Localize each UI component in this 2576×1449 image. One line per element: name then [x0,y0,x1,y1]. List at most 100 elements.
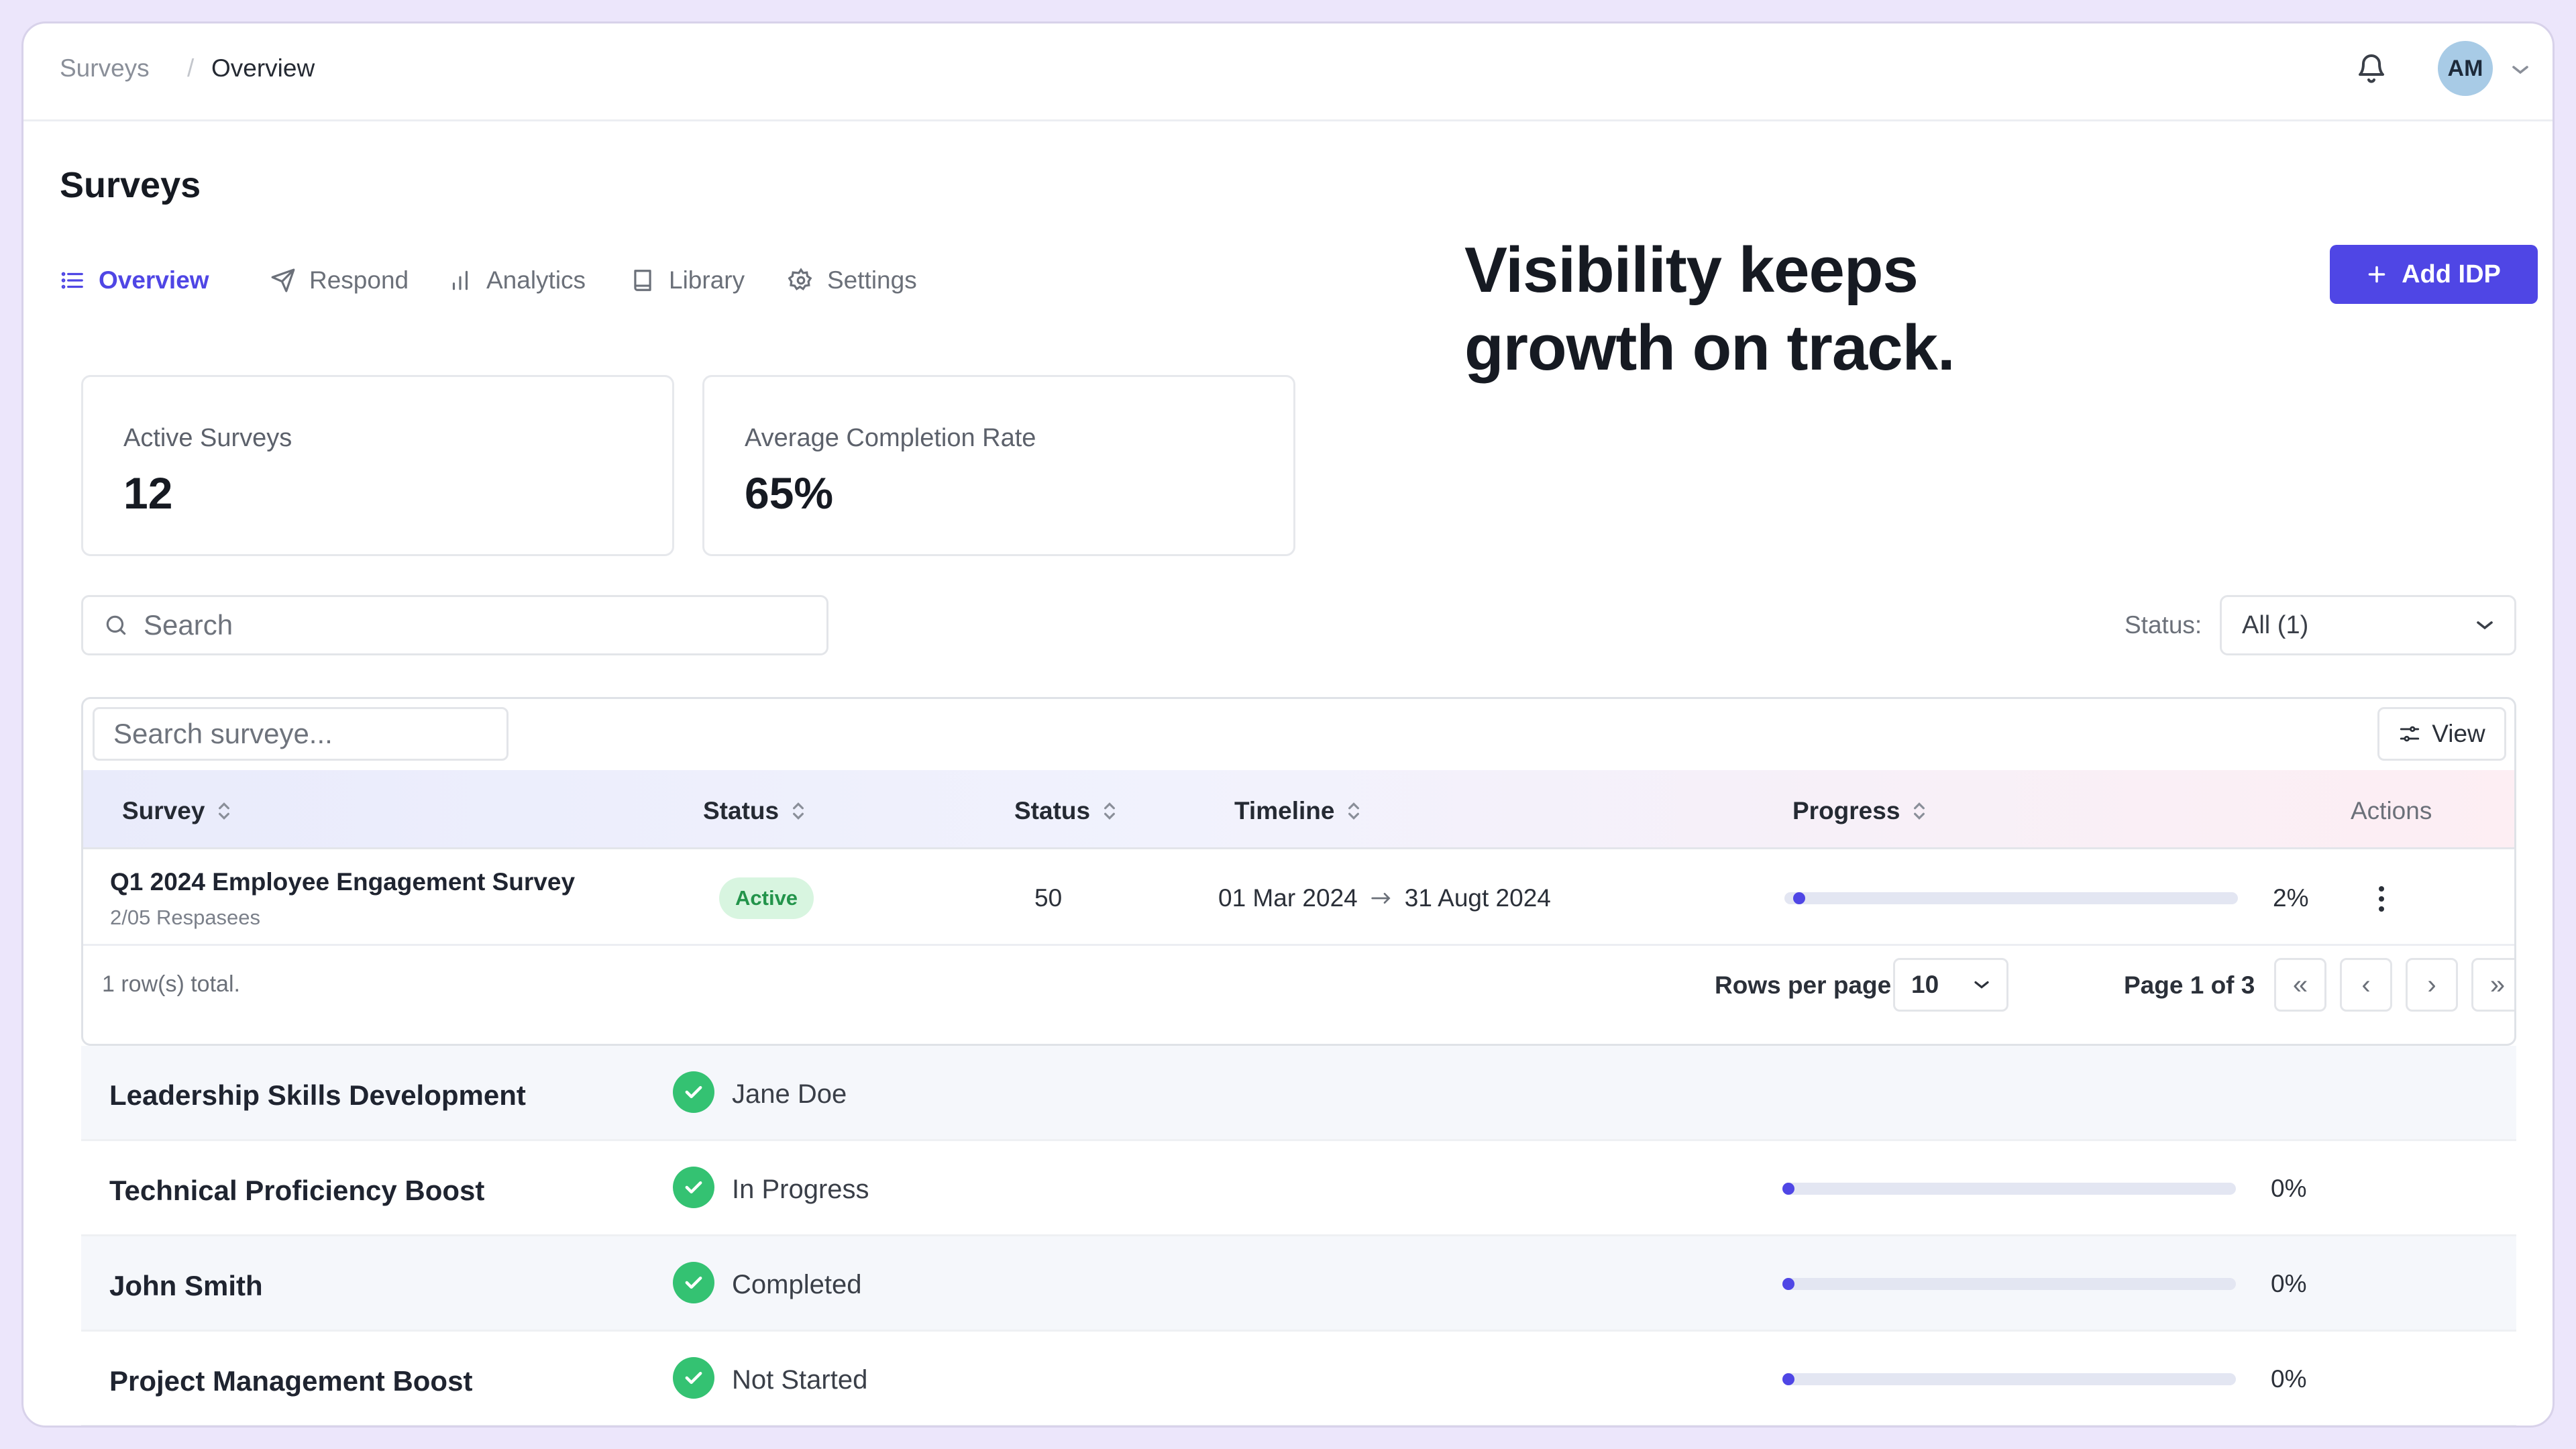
search-icon [106,615,126,635]
more-options-icon[interactable] [2377,885,2385,912]
tab-settings[interactable]: Settings [788,266,917,294]
column-label: Actions [2351,797,2432,824]
page-title: Surveys [60,165,201,205]
progress-bar [1782,1373,2236,1385]
add-idp-button[interactable]: Add IDP [2330,245,2538,304]
list-item[interactable]: John Smith Completed 0% [81,1236,2516,1332]
progress-fill [1782,1373,1794,1385]
plus-icon [2368,266,2385,283]
table-search-input[interactable]: Search surveye... [93,707,508,761]
gear-icon [788,268,812,290]
item-status: Jane Doe [732,1079,847,1109]
tab-label: Library [669,266,745,294]
progress-bar [1784,892,2238,904]
list-item[interactable]: Technical Proficiency Boost In Progress … [81,1141,2516,1236]
column-label: Timeline [1234,797,1335,824]
chevron-down-icon [1974,981,1989,989]
view-label: View [2432,720,2485,747]
survey-name[interactable]: Q1 2024 Employee Engagement Survey [110,868,576,896]
column-label: Status [703,797,780,824]
tab-analytics[interactable]: Analytics [447,266,586,294]
survey-responses: 2/05 Respasees [110,906,261,929]
stat-value: 65% [745,468,834,518]
tab-label: Respond [309,266,409,294]
previous-page-button[interactable]: ‹ [2340,958,2392,1012]
table-row[interactable]: Q1 2024 Employee Engagement Survey 2/05 … [83,849,2514,946]
column-label: Survey [122,797,205,824]
headline-line-2: growth on track. [1464,312,1955,384]
rows-per-page-select[interactable]: 10 [1893,958,2008,1012]
stat-label: Average Completion Rate [745,424,1036,452]
column-header-progress[interactable]: Progress [1792,797,1927,825]
chevron-down-icon[interactable] [2511,62,2530,77]
stat-card-active-surveys: Active Surveys 12 [81,375,674,556]
tab-label: Overview [99,266,209,294]
view-button[interactable]: View [2377,707,2506,761]
tab-respond[interactable]: Respond [270,266,409,294]
progress-fill [1782,1278,1794,1290]
search-input[interactable]: Search [81,595,828,655]
table-search-placeholder: Search surveye... [113,718,333,749]
page-info: Page 1 of 3 [2124,971,2255,999]
status-filter-value: All (1) [2242,610,2309,639]
bell-icon[interactable] [2355,50,2387,85]
arrow-right-icon [1371,893,1391,904]
progress-percent: 0% [2271,1365,2307,1393]
sort-icon [219,802,230,820]
next-page-button[interactable]: › [2406,958,2458,1012]
table-header: Survey Status Status Timeline Progress A… [83,770,2514,849]
rows-per-page-value: 10 [1911,971,1939,998]
status-filter-select[interactable]: All (1) [2220,595,2516,655]
progress-percent: 0% [2271,1175,2307,1202]
check-circle-icon [673,1262,714,1303]
column-header-status[interactable]: Status [703,797,806,825]
column-header-timeline[interactable]: Timeline [1234,797,1361,825]
last-page-button[interactable]: » [2471,958,2514,1012]
stat-value: 12 [123,468,173,518]
survey-count: 50 [1034,884,1063,912]
sliders-icon [2400,726,2420,742]
app-window: Surveys / Overview AM Surveys Overview R… [21,21,2555,1428]
top-bar: Surveys / Overview AM [23,23,2553,121]
check-circle-icon [673,1357,714,1399]
timeline-start: 01 Mar 2024 [1218,884,1358,912]
item-name: Technical Proficiency Boost [109,1175,485,1206]
item-name: John Smith [109,1270,263,1301]
list-item[interactable]: Project Management Boost Not Started 0% [81,1332,2516,1426]
item-name: Project Management Boost [109,1365,473,1397]
bar-chart-icon [452,270,468,290]
breadcrumb-separator: / [187,54,195,82]
column-header-survey[interactable]: Survey [122,797,231,825]
headline: Visibility keeps growth on track. [1464,231,1955,387]
add-idp-label: Add IDP [2402,260,2501,288]
row-count: 1 row(s) total. [102,971,240,997]
column-header-status-2[interactable]: Status [1014,797,1117,825]
rows-per-page-label: Rows per page [1715,971,1892,999]
breadcrumb-overview: Overview [211,54,315,82]
tab-label: Settings [827,266,917,294]
tab-label: Analytics [486,266,586,294]
breadcrumb-surveys[interactable]: Surveys [60,54,150,82]
tab-overview[interactable]: Overview [60,266,209,294]
column-label: Status [1014,797,1091,824]
column-header-actions: Actions [2351,797,2432,825]
first-page-button[interactable]: « [2274,958,2326,1012]
check-circle-icon [673,1167,714,1208]
item-status: Not Started [732,1365,868,1395]
stat-card-completion-rate: Average Completion Rate 65% [702,375,1295,556]
search-placeholder: Search [144,609,233,641]
sort-icon [1104,802,1116,820]
progress-bar [1782,1278,2236,1290]
timeline-end: 31 Augt 2024 [1404,884,1551,912]
avatar[interactable]: AM [2438,41,2493,96]
list-item[interactable]: Leadership Skills Development Jane Doe [81,1046,2516,1141]
progress-bar [1782,1183,2236,1195]
send-icon [271,268,295,292]
status-badge: Active [719,877,814,919]
progress-percent: 2% [2273,884,2309,912]
tab-library[interactable]: Library [630,266,745,294]
column-label: Progress [1792,797,1900,824]
status-filter-label: Status: [2125,611,2202,639]
item-status: Completed [732,1270,862,1299]
item-name: Leadership Skills Development [109,1079,526,1111]
